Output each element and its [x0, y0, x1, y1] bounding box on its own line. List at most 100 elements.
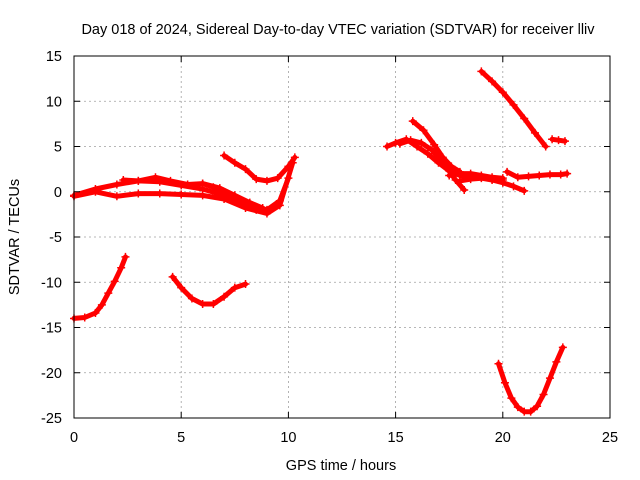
data-point [209, 299, 218, 308]
y-tick-label: 5 [54, 140, 62, 156]
series-line [410, 118, 463, 175]
data-point [509, 182, 518, 191]
data-point [134, 176, 143, 185]
y-tick-label: -10 [41, 275, 62, 291]
x-tick-label: 15 [388, 430, 404, 446]
data-point [241, 165, 250, 174]
series-arc-morning-dip [168, 272, 250, 308]
data-point [395, 139, 404, 148]
data-point [408, 117, 417, 126]
data-point [262, 209, 271, 218]
data-point [417, 138, 426, 147]
data-series [70, 67, 572, 416]
data-point [423, 149, 432, 158]
data-point [558, 343, 567, 352]
data-point [520, 114, 529, 123]
x-tick-label: 20 [495, 430, 511, 446]
data-point [526, 407, 535, 416]
data-point [539, 390, 548, 399]
data-point [507, 394, 516, 403]
data-point [198, 299, 207, 308]
data-point [230, 191, 239, 200]
data-point [168, 272, 177, 281]
series-arc-late-u [494, 343, 567, 416]
data-point [241, 280, 250, 289]
x-tick-label: 0 [70, 430, 78, 446]
data-point [509, 100, 518, 109]
data-point [220, 292, 229, 301]
y-tick-label: -5 [49, 230, 62, 246]
data-point [91, 187, 100, 196]
data-point [209, 183, 218, 192]
data-point [290, 153, 299, 162]
data-point [230, 283, 239, 292]
data-point [524, 172, 533, 181]
series-line [221, 153, 298, 184]
data-point [545, 374, 554, 383]
data-point [166, 176, 175, 185]
data-point [177, 283, 186, 292]
data-point [545, 170, 554, 179]
data-point [548, 135, 557, 144]
data-point [560, 137, 569, 146]
data-point [230, 158, 239, 167]
data-point [488, 77, 497, 86]
data-point [151, 173, 160, 182]
series-arc-high-tail [548, 135, 569, 146]
series-arc-afternoon-b [395, 136, 469, 194]
data-point [119, 175, 128, 184]
data-point [563, 169, 572, 178]
data-point [258, 204, 267, 213]
data-point [252, 175, 261, 184]
x-tick-label: 25 [602, 430, 618, 446]
y-tick-label: 10 [46, 94, 62, 110]
series-arc-flat-b [455, 174, 529, 195]
data-point [112, 180, 121, 189]
series-line [170, 274, 248, 307]
data-point [273, 174, 282, 183]
data-point [503, 167, 512, 176]
data-point [488, 175, 497, 184]
data-point [556, 170, 565, 179]
data-point [513, 173, 522, 182]
data-point [187, 294, 196, 303]
series-arc-flat-c [503, 167, 572, 182]
data-point [530, 128, 539, 137]
data-point [104, 289, 113, 298]
data-point [112, 192, 121, 201]
series-arc-high-descent [477, 67, 550, 151]
data-point [97, 300, 106, 309]
data-point [121, 252, 130, 261]
data-point [117, 263, 126, 272]
data-point [110, 277, 119, 286]
data-point [498, 88, 507, 97]
data-point [155, 189, 164, 198]
series-arc-zero-d [198, 179, 261, 214]
y-tick-label: -20 [41, 366, 62, 382]
y-tick-label: 0 [54, 185, 62, 201]
data-point [498, 178, 507, 187]
data-point [220, 188, 229, 197]
data-point [220, 151, 229, 160]
y-axis-label: SDTVAR / TECUs [7, 179, 23, 295]
data-point [533, 402, 542, 411]
y-tick-label: 15 [46, 49, 62, 65]
data-point [198, 191, 207, 200]
data-point [284, 162, 293, 171]
data-point [198, 179, 207, 188]
data-point [177, 190, 186, 199]
series-line [71, 254, 128, 321]
data-point [447, 162, 456, 171]
data-point [477, 67, 486, 76]
data-point [383, 142, 392, 151]
data-point [252, 205, 261, 214]
y-tick-label: -25 [41, 411, 62, 427]
data-point [183, 180, 192, 189]
data-point [552, 357, 561, 366]
data-point [455, 176, 464, 185]
x-tick-label: 10 [280, 430, 296, 446]
data-point [535, 171, 544, 180]
series-arc-bump [220, 151, 299, 185]
